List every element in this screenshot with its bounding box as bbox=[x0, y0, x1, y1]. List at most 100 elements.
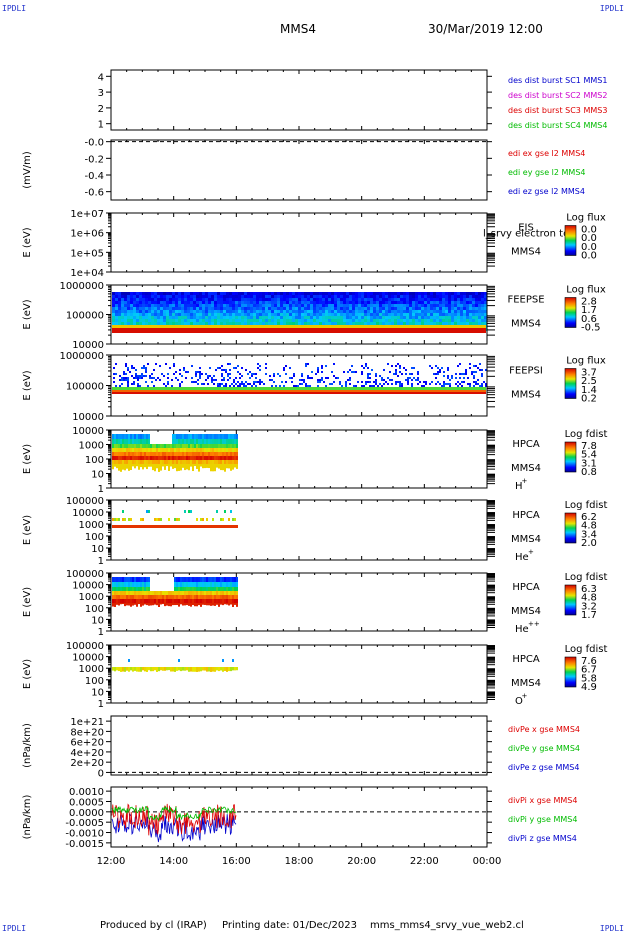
heat-cell bbox=[131, 367, 133, 369]
species-charge: + bbox=[522, 692, 528, 700]
heat-cell bbox=[182, 464, 184, 468]
heat-cell bbox=[383, 369, 385, 371]
heat-cell bbox=[358, 313, 361, 316]
heat-cell bbox=[146, 456, 148, 461]
heat-cell bbox=[289, 307, 292, 310]
heat-cell bbox=[166, 444, 168, 449]
heat-cell bbox=[234, 591, 236, 596]
heat-cell bbox=[305, 383, 307, 385]
heat-cell bbox=[149, 377, 151, 379]
heat-cell bbox=[484, 292, 487, 295]
heat-cell bbox=[226, 298, 229, 301]
heat-cell bbox=[295, 385, 297, 387]
heat-cell bbox=[466, 313, 469, 316]
heat-cell bbox=[124, 322, 127, 325]
heat-cell bbox=[157, 298, 160, 301]
heat-cell bbox=[116, 577, 118, 582]
heat-cell bbox=[236, 456, 238, 461]
heat-cell bbox=[283, 313, 286, 316]
heat-cell bbox=[136, 599, 138, 604]
heat-cell bbox=[238, 301, 241, 304]
heat-cell bbox=[463, 377, 465, 379]
heat-cell bbox=[349, 322, 352, 325]
heat-cell bbox=[273, 375, 275, 377]
y-tick-label: 6e+20 bbox=[70, 738, 104, 749]
colorbar bbox=[564, 656, 577, 688]
heat-cell bbox=[249, 371, 251, 373]
heat-cell bbox=[204, 448, 206, 453]
heat-cell bbox=[222, 464, 224, 471]
heat-cell bbox=[353, 385, 355, 387]
heat-cell bbox=[195, 373, 197, 375]
heat-cell bbox=[355, 371, 357, 373]
heat-cell bbox=[433, 295, 436, 298]
heat-cell bbox=[227, 379, 229, 381]
heat-cell bbox=[172, 298, 175, 301]
heat-cell bbox=[403, 292, 406, 295]
heat-cell bbox=[303, 379, 305, 381]
heat-cell bbox=[346, 310, 349, 313]
heat-cell bbox=[178, 439, 180, 444]
heat-cell bbox=[313, 322, 316, 325]
heat-cell bbox=[417, 383, 419, 385]
heat-cell bbox=[178, 434, 180, 439]
heat-cell bbox=[376, 310, 379, 313]
heat-cell bbox=[429, 365, 431, 367]
heat-cell bbox=[118, 525, 120, 528]
heat-cell bbox=[220, 316, 223, 319]
heat-cell bbox=[142, 295, 145, 298]
heat-cell bbox=[165, 385, 167, 387]
species-label: O bbox=[515, 696, 523, 707]
heat-cell bbox=[448, 301, 451, 304]
heat-cell bbox=[204, 667, 206, 671]
heat-cell bbox=[406, 298, 409, 301]
heat-cell bbox=[175, 319, 178, 322]
heat-cell bbox=[229, 363, 231, 365]
heat-cell bbox=[224, 603, 226, 605]
heat-cell bbox=[226, 292, 229, 295]
heat-cell bbox=[222, 667, 224, 672]
colorbar-tick-label: 1.4 bbox=[581, 385, 597, 396]
heat-cell bbox=[481, 298, 484, 301]
heat-cell bbox=[178, 587, 180, 592]
heat-cell bbox=[190, 292, 193, 295]
heat-cell bbox=[210, 439, 212, 444]
heat-cell bbox=[484, 301, 487, 304]
heat-cell bbox=[193, 301, 196, 304]
heat-cell bbox=[218, 667, 220, 672]
heat-cell bbox=[172, 292, 175, 295]
heat-cell bbox=[128, 591, 130, 596]
heat-cell bbox=[208, 599, 210, 604]
heat-cell bbox=[206, 667, 208, 672]
heat-cell bbox=[334, 322, 337, 325]
heat-cell bbox=[194, 456, 196, 461]
heat-cell bbox=[283, 385, 285, 387]
heat-cell bbox=[124, 292, 127, 295]
heat-cell bbox=[211, 304, 214, 307]
heat-cell bbox=[230, 525, 232, 528]
heat-cell bbox=[286, 313, 289, 316]
heat-cell bbox=[158, 456, 160, 461]
heat-cell bbox=[430, 313, 433, 316]
heat-cell bbox=[367, 377, 369, 379]
heat-cell bbox=[114, 444, 116, 449]
colorbar-tick-label: 0.0 bbox=[581, 225, 597, 236]
heat-cell bbox=[176, 434, 178, 439]
heat-cell bbox=[271, 385, 273, 387]
heat-cell bbox=[283, 319, 286, 322]
heat-cell bbox=[162, 599, 164, 604]
heat-cell bbox=[151, 319, 154, 322]
heat-cell bbox=[234, 518, 236, 521]
heat-cell bbox=[443, 383, 445, 385]
heat-cell bbox=[268, 304, 271, 307]
heat-cell bbox=[361, 298, 364, 301]
heat-cell bbox=[221, 373, 223, 375]
heat-cell bbox=[194, 452, 196, 457]
heat-cell bbox=[262, 298, 265, 301]
heat-cell bbox=[427, 313, 430, 316]
heat-cell bbox=[329, 383, 331, 385]
heat-cell bbox=[295, 307, 298, 310]
heat-cell bbox=[310, 322, 313, 325]
heat-cell bbox=[425, 383, 427, 385]
heat-cell bbox=[226, 464, 228, 469]
